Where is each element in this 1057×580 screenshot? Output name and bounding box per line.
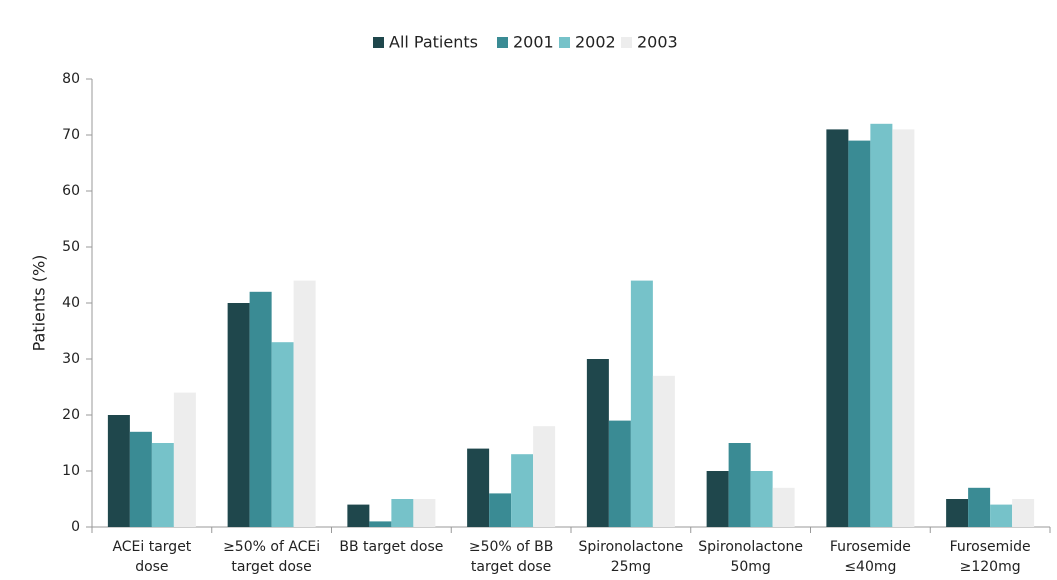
x-tick-label: ≥50% of ACEi <box>223 539 320 555</box>
bar <box>630 280 653 527</box>
bar <box>848 140 871 527</box>
legend-label: 2003 <box>637 33 678 52</box>
bar <box>1012 499 1035 527</box>
legend-swatch <box>497 37 508 48</box>
x-tick-label: target dose <box>231 559 311 575</box>
legend-swatch <box>559 37 570 48</box>
bar <box>772 487 795 527</box>
y-tick-label: 70 <box>62 127 80 143</box>
x-tick-label: target dose <box>471 559 551 575</box>
x-tick-label: 50mg <box>730 559 770 575</box>
x-tick-label: 25mg <box>611 559 651 575</box>
bar <box>652 375 675 527</box>
y-tick-label: 10 <box>62 463 80 479</box>
bar <box>467 448 490 527</box>
bar <box>870 123 893 528</box>
bar <box>511 454 534 527</box>
legend-swatch <box>373 37 384 48</box>
x-tick-label: Spironolactone <box>578 539 683 555</box>
y-tick-label: 50 <box>62 239 80 255</box>
y-tick-label: 80 <box>62 71 80 87</box>
x-tick-label: Spironolactone <box>698 539 803 555</box>
bar <box>369 521 392 527</box>
bar <box>728 443 751 527</box>
bar <box>892 129 915 527</box>
bar <box>750 471 773 527</box>
x-tick-label: BB target dose <box>339 539 443 555</box>
bar <box>249 291 272 527</box>
y-tick-label: 20 <box>62 407 80 423</box>
y-tick-label: 0 <box>71 519 80 535</box>
bar <box>293 280 316 527</box>
bar <box>533 426 556 527</box>
x-tick-label: ACEi target <box>112 539 191 555</box>
bar <box>946 499 969 527</box>
y-tick-label: 40 <box>62 295 80 311</box>
bar <box>608 420 631 527</box>
bar <box>826 129 849 527</box>
bar <box>151 443 174 527</box>
bar <box>489 493 512 527</box>
y-tick-label: 60 <box>62 183 80 199</box>
legend-swatch <box>621 37 632 48</box>
legend-label: 2001 <box>513 33 554 52</box>
y-tick-label: 30 <box>62 351 80 367</box>
x-tick-label: ≥120mg <box>960 559 1021 575</box>
y-axis-label: Patients (%) <box>30 255 49 352</box>
x-tick-label: Furosemide <box>830 539 911 555</box>
x-tick-label: ≥50% of BB <box>469 539 553 555</box>
bar <box>968 487 991 527</box>
legend-label: 2002 <box>575 33 616 52</box>
x-tick-label: dose <box>135 559 168 575</box>
bar <box>413 499 436 527</box>
legend-label: All Patients <box>389 33 478 52</box>
bar <box>173 392 196 527</box>
bar <box>347 504 370 527</box>
bar <box>107 415 130 527</box>
bar <box>706 471 729 527</box>
bar <box>129 431 152 527</box>
bar <box>391 499 414 527</box>
bar <box>271 342 294 527</box>
x-tick-label: Furosemide <box>950 539 1031 555</box>
bar <box>227 303 250 527</box>
bar <box>586 359 609 527</box>
bar <box>990 504 1013 527</box>
x-tick-label: ≤40mg <box>844 559 896 575</box>
